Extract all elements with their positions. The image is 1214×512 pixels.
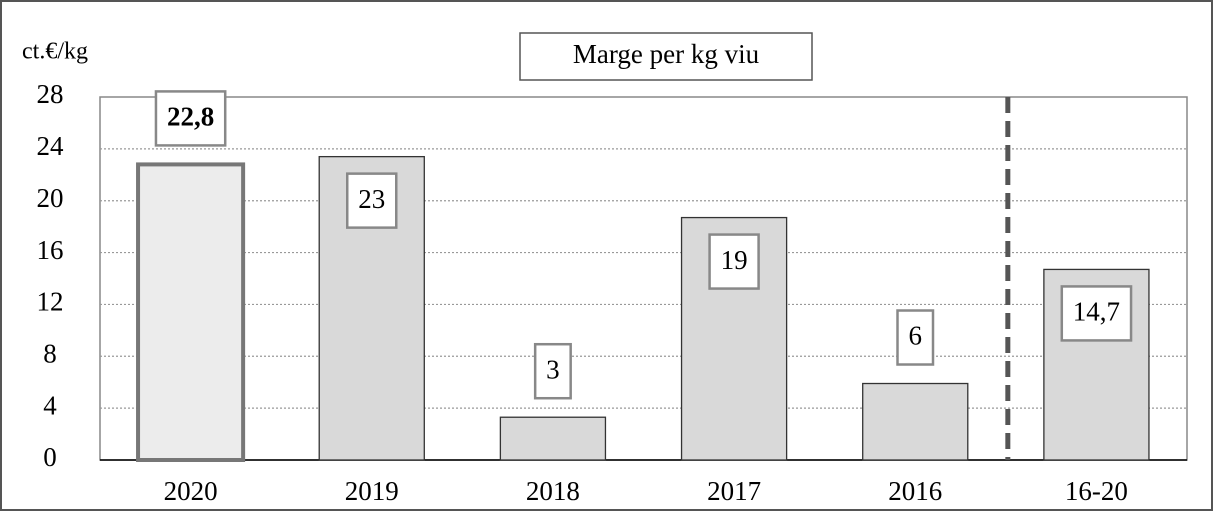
y-tick-label: 28 [37, 79, 64, 109]
y-tick-label: 4 [43, 390, 57, 420]
data-label: 19 [721, 245, 748, 275]
x-tick-label: 2016 [888, 476, 942, 506]
data-label-box [346, 172, 398, 229]
x-tick-label: 2020 [164, 476, 218, 506]
x-tick-label: 2019 [345, 476, 399, 506]
data-label-box [533, 342, 572, 400]
y-axis-label: ct.€/kg [22, 39, 88, 65]
plot-area [99, 96, 1188, 461]
chart-title: Marge per kg viu [573, 39, 760, 69]
y-tick-label: 20 [37, 183, 64, 213]
bar [499, 416, 607, 461]
data-label-box [154, 90, 227, 147]
data-label: 3 [546, 354, 560, 384]
title-box [519, 32, 813, 81]
x-tick-label: 16-20 [1065, 476, 1128, 506]
bar [136, 162, 246, 463]
y-tick-label: 16 [37, 235, 64, 265]
data-label: 14,7 [1073, 297, 1120, 327]
data-label-box [1060, 285, 1133, 342]
y-tick-label: 12 [37, 287, 64, 317]
data-label: 6 [909, 321, 923, 351]
data-label-box [708, 233, 760, 290]
data-label: 22,8 [167, 102, 214, 132]
y-tick-label: 24 [37, 131, 65, 161]
bar [862, 382, 969, 461]
y-tick-label: 8 [43, 338, 57, 368]
data-label-box [896, 309, 935, 366]
y-tick-label: 0 [43, 442, 57, 472]
data-label: 23 [358, 184, 385, 214]
x-tick-label: 2017 [707, 476, 761, 506]
x-tick-label: 2018 [526, 476, 580, 506]
